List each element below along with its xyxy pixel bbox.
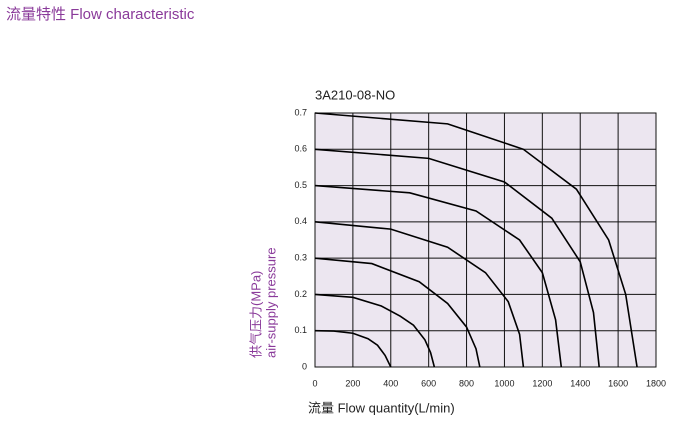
flow-curve	[314, 329, 392, 368]
x-tick-label: 1400	[570, 378, 590, 388]
y-tick-label: 0	[302, 361, 307, 371]
flow-curve	[314, 293, 436, 368]
y-axis-label: 供气压力(MPa)	[248, 271, 263, 358]
x-tick-label: 600	[421, 378, 436, 388]
x-tick-label: 0	[312, 378, 317, 388]
y-tick-label: 0.3	[294, 253, 307, 263]
page-header: 流量特性 Flow characteristic	[6, 6, 195, 23]
flow-curve	[314, 148, 600, 368]
x-tick-label: 1200	[532, 378, 552, 388]
flow-curve	[314, 257, 481, 368]
y-tick-label: 0.5	[294, 180, 307, 190]
x-tick-label: 400	[383, 378, 398, 388]
y-tick-label: 0.4	[294, 216, 307, 226]
x-tick-label: 1800	[646, 378, 666, 388]
x-tick-label: 800	[459, 378, 474, 388]
y-axis-label: air-supply pressure	[263, 247, 278, 358]
plot-area	[314, 112, 657, 368]
y-tick-label: 0.7	[294, 107, 307, 117]
x-tick-label: 200	[345, 378, 360, 388]
y-tick-label: 0.6	[294, 144, 307, 154]
y-tick-label: 0.1	[294, 325, 307, 335]
x-axis-label: 流量 Flow quantity(L/min)	[308, 400, 455, 415]
x-tick-label: 1600	[608, 378, 628, 388]
flow-curve	[314, 221, 525, 368]
chart-title: 3A210-08-NO	[315, 87, 395, 102]
flow-curve	[314, 184, 563, 368]
x-tick-label: 1000	[494, 378, 514, 388]
y-tick-label: 0.2	[294, 289, 307, 299]
flow-curve	[314, 112, 638, 368]
